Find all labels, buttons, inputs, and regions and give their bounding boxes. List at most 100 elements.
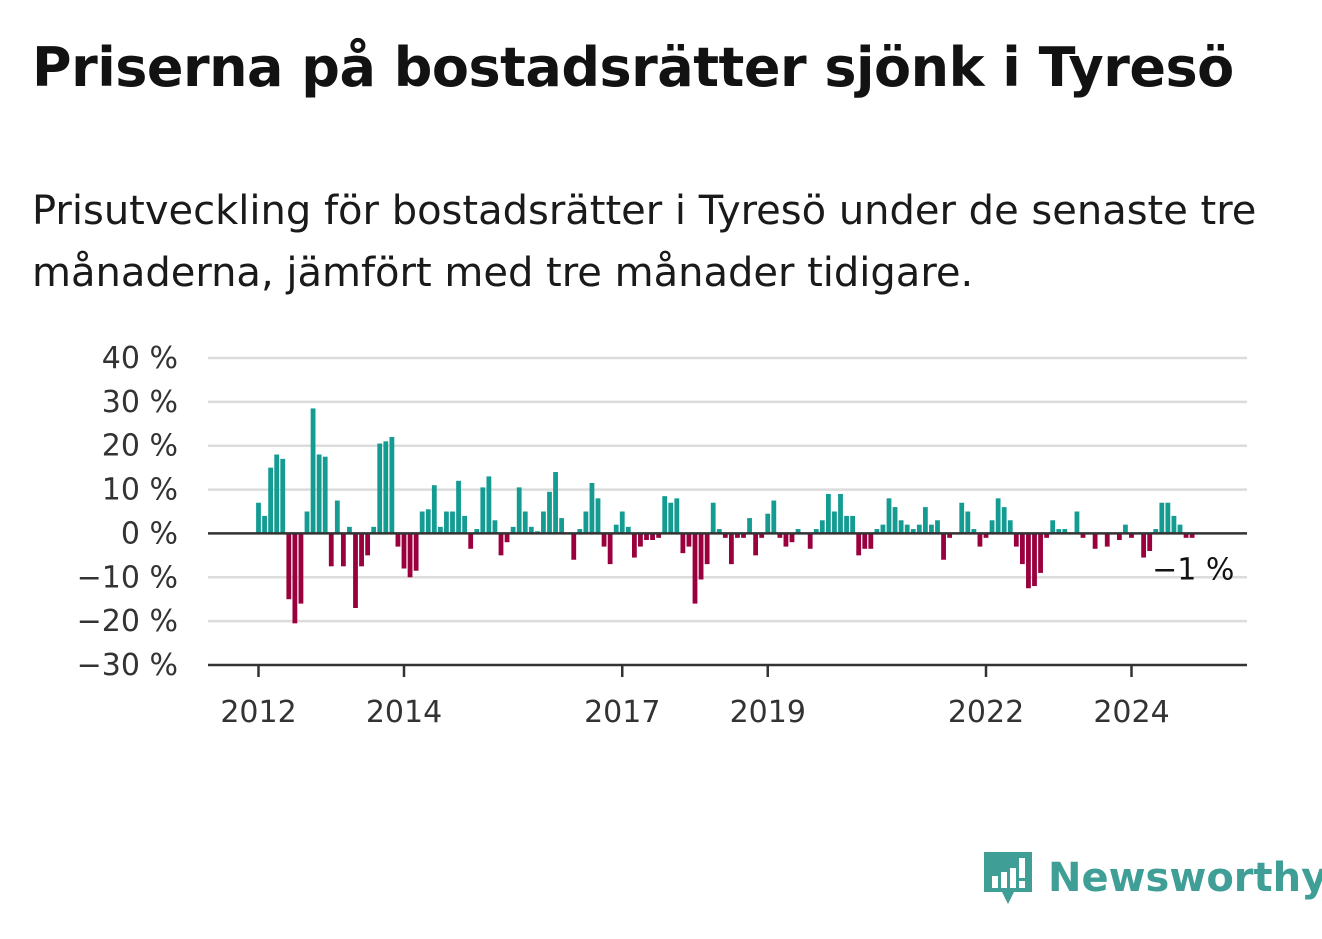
bar bbox=[298, 533, 304, 604]
bar bbox=[268, 467, 274, 534]
bar bbox=[1165, 502, 1171, 534]
bar bbox=[692, 533, 698, 604]
bar bbox=[1074, 511, 1080, 534]
x-tick-label: 2022 bbox=[948, 695, 1024, 730]
bar bbox=[892, 507, 898, 534]
y-tick-label: 30 % bbox=[102, 385, 178, 420]
bar bbox=[777, 533, 783, 538]
bar bbox=[1032, 533, 1037, 587]
bar bbox=[941, 533, 946, 560]
bar bbox=[716, 529, 722, 534]
bar bbox=[334, 500, 340, 534]
bar bbox=[528, 526, 534, 534]
chart-subtitle: Prisutveckling för bostadsrätter i Tyres… bbox=[32, 188, 1257, 296]
bar bbox=[583, 511, 589, 534]
bar bbox=[595, 498, 601, 534]
brand-name: Newsworthy bbox=[1048, 855, 1322, 901]
bar bbox=[844, 515, 849, 534]
bar bbox=[577, 529, 583, 534]
bar bbox=[1050, 520, 1056, 534]
bar bbox=[1116, 533, 1122, 541]
bar bbox=[619, 511, 625, 534]
bar bbox=[1189, 533, 1195, 538]
bar bbox=[492, 520, 498, 534]
bar bbox=[977, 533, 983, 547]
bar bbox=[1171, 515, 1177, 534]
bar bbox=[832, 511, 837, 534]
bar bbox=[407, 533, 413, 578]
bar bbox=[631, 533, 637, 558]
bar bbox=[638, 533, 643, 547]
bar bbox=[286, 533, 292, 600]
bar bbox=[868, 533, 874, 549]
last-value-label: −1 % bbox=[1152, 552, 1234, 587]
bar bbox=[741, 533, 746, 538]
bar bbox=[340, 533, 346, 567]
bar bbox=[431, 485, 437, 534]
bar bbox=[735, 533, 740, 538]
bar bbox=[813, 529, 819, 534]
bar bbox=[765, 513, 771, 534]
bar bbox=[437, 526, 443, 534]
x-tick-label: 2019 bbox=[730, 695, 806, 730]
bar bbox=[559, 518, 565, 534]
bar bbox=[910, 529, 916, 534]
bar bbox=[771, 500, 777, 534]
bar bbox=[1080, 533, 1086, 538]
bar bbox=[389, 436, 395, 534]
bar bbox=[456, 480, 461, 534]
bar bbox=[1013, 533, 1019, 547]
bar bbox=[904, 524, 910, 534]
bar bbox=[541, 511, 546, 534]
bar bbox=[656, 533, 662, 538]
bar bbox=[850, 515, 856, 534]
bar bbox=[625, 526, 631, 534]
y-tick-label: −30 % bbox=[77, 648, 178, 683]
bar bbox=[722, 533, 728, 538]
bar bbox=[547, 491, 552, 534]
bar bbox=[589, 482, 595, 534]
newsworthy-logo-icon bbox=[984, 852, 1032, 904]
brand-logo[interactable]: Newsworthy bbox=[980, 848, 1322, 908]
bar bbox=[922, 507, 928, 534]
bar bbox=[819, 520, 825, 534]
bar bbox=[759, 533, 765, 538]
bar bbox=[498, 533, 504, 556]
bar bbox=[328, 533, 334, 567]
bar bbox=[898, 520, 904, 534]
bar bbox=[359, 533, 364, 567]
bar bbox=[1038, 533, 1043, 573]
bar bbox=[838, 493, 843, 534]
bar bbox=[959, 502, 965, 534]
gridlines bbox=[208, 356, 1247, 623]
bar bbox=[1007, 520, 1013, 534]
bar bbox=[856, 533, 862, 556]
bar bbox=[650, 533, 655, 541]
bar bbox=[1092, 533, 1098, 549]
bar bbox=[747, 518, 752, 534]
bar bbox=[989, 520, 995, 534]
bar bbox=[425, 509, 431, 534]
y-tick-label: 10 % bbox=[102, 473, 178, 508]
bar bbox=[516, 487, 522, 534]
bar bbox=[929, 524, 934, 534]
bar bbox=[1123, 524, 1128, 534]
bar bbox=[377, 443, 383, 534]
bar bbox=[613, 524, 619, 534]
bar bbox=[450, 511, 455, 534]
bar bbox=[292, 533, 298, 624]
bar bbox=[1129, 533, 1134, 538]
bar bbox=[983, 533, 989, 538]
bar bbox=[401, 533, 407, 569]
bar bbox=[644, 533, 649, 541]
bars bbox=[256, 408, 1195, 624]
bar bbox=[1001, 507, 1007, 534]
bar bbox=[783, 533, 789, 547]
bar bbox=[522, 511, 528, 534]
bar bbox=[1153, 529, 1159, 534]
bar bbox=[935, 520, 940, 534]
bar bbox=[704, 533, 710, 565]
bar bbox=[995, 498, 1001, 534]
x-tick-label: 2017 bbox=[584, 695, 660, 730]
x-tick-label: 2024 bbox=[1093, 695, 1169, 730]
